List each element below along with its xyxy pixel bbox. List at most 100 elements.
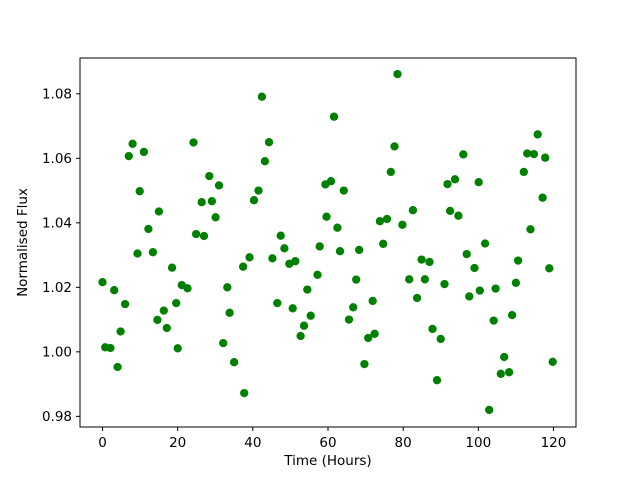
- data-point: [322, 212, 331, 221]
- data-point: [113, 362, 122, 372]
- data-point: [360, 359, 369, 369]
- y-tick-label: 1.04: [42, 215, 72, 231]
- data-point: [417, 255, 426, 264]
- data-point: [474, 178, 483, 187]
- data-point: [533, 130, 542, 139]
- data-point: [162, 323, 171, 333]
- data-point: [106, 343, 115, 353]
- data-point: [368, 296, 377, 306]
- data-point: [475, 286, 484, 295]
- plot-area: [80, 58, 576, 427]
- data-point: [545, 264, 554, 273]
- data-point: [257, 92, 267, 101]
- data-point: [191, 229, 201, 239]
- data-point: [98, 278, 107, 287]
- data-point: [268, 254, 277, 263]
- data-point: [386, 167, 395, 177]
- data-point: [344, 315, 354, 324]
- data-point: [500, 352, 509, 362]
- data-point: [459, 150, 468, 159]
- y-tick-label: 1.08: [42, 86, 72, 102]
- x-axis-label: Time (Hours): [283, 453, 371, 469]
- x-tick-label: 20: [169, 435, 186, 451]
- data-point: [214, 181, 224, 190]
- data-point: [199, 231, 209, 241]
- data-point: [154, 207, 164, 216]
- data-point: [507, 310, 517, 320]
- data-point: [496, 369, 505, 378]
- data-point: [428, 324, 437, 334]
- data-point: [211, 213, 220, 222]
- data-point: [370, 329, 379, 338]
- data-point: [440, 279, 449, 289]
- data-point: [139, 147, 149, 157]
- data-point: [420, 275, 430, 284]
- data-point: [382, 214, 392, 224]
- x-tick-label: 100: [465, 435, 491, 451]
- data-point: [303, 285, 312, 294]
- data-point: [538, 193, 547, 202]
- data-point: [183, 284, 192, 293]
- data-point: [489, 316, 498, 325]
- data-point: [225, 308, 234, 317]
- data-point: [326, 177, 336, 186]
- data-point: [390, 142, 399, 151]
- data-point: [128, 139, 137, 148]
- data-point: [299, 321, 309, 330]
- data-point: [450, 175, 460, 184]
- data-point: [526, 225, 535, 234]
- data-point: [249, 196, 259, 205]
- data-point: [135, 187, 144, 196]
- data-point: [335, 247, 345, 256]
- data-point: [273, 298, 282, 308]
- data-point: [280, 244, 289, 253]
- data-point: [379, 239, 388, 248]
- data-point: [352, 275, 361, 284]
- data-point: [425, 257, 434, 267]
- data-point: [511, 278, 521, 287]
- y-tick-label: 1.00: [42, 344, 72, 360]
- data-point: [254, 186, 263, 195]
- data-point: [110, 286, 119, 295]
- x-tick-label: 0: [98, 435, 107, 451]
- data-point: [205, 171, 214, 181]
- data-point: [393, 69, 402, 79]
- data-point: [529, 149, 539, 159]
- data-point: [454, 211, 463, 220]
- data-point: [144, 224, 153, 234]
- data-point: [445, 206, 455, 216]
- data-point: [296, 331, 305, 341]
- y-tick-label: 0.98: [42, 409, 72, 425]
- data-point: [412, 293, 422, 303]
- data-point: [541, 153, 550, 162]
- y-axis-label: Normalised Flux: [15, 188, 31, 297]
- data-point: [116, 327, 125, 336]
- data-point: [189, 138, 198, 147]
- data-point: [229, 358, 239, 367]
- x-tick-label: 60: [319, 435, 336, 451]
- data-point: [159, 306, 168, 315]
- data-point: [313, 270, 322, 279]
- x-tick-label: 80: [395, 435, 412, 451]
- x-tick-label: 40: [244, 435, 261, 451]
- data-point: [124, 151, 133, 161]
- data-point: [238, 262, 248, 271]
- data-point: [223, 283, 232, 292]
- data-point: [288, 304, 297, 313]
- data-point: [173, 344, 182, 353]
- data-point: [548, 357, 557, 366]
- data-point: [245, 253, 254, 262]
- data-point: [480, 239, 490, 248]
- data-point: [462, 249, 471, 259]
- y-tick-label: 1.02: [42, 280, 72, 296]
- data-point: [339, 186, 348, 195]
- y-axis-ticks: 0.98 1.00 1.02 1.04 1.06 1.08: [42, 86, 80, 425]
- data-point: [491, 284, 500, 293]
- data-point: [291, 257, 300, 266]
- data-point: [133, 249, 142, 258]
- x-axis-ticks: 0 20 40 60 80 100 120: [98, 427, 566, 451]
- data-point: [219, 338, 228, 348]
- axes-frame: [79, 57, 577, 428]
